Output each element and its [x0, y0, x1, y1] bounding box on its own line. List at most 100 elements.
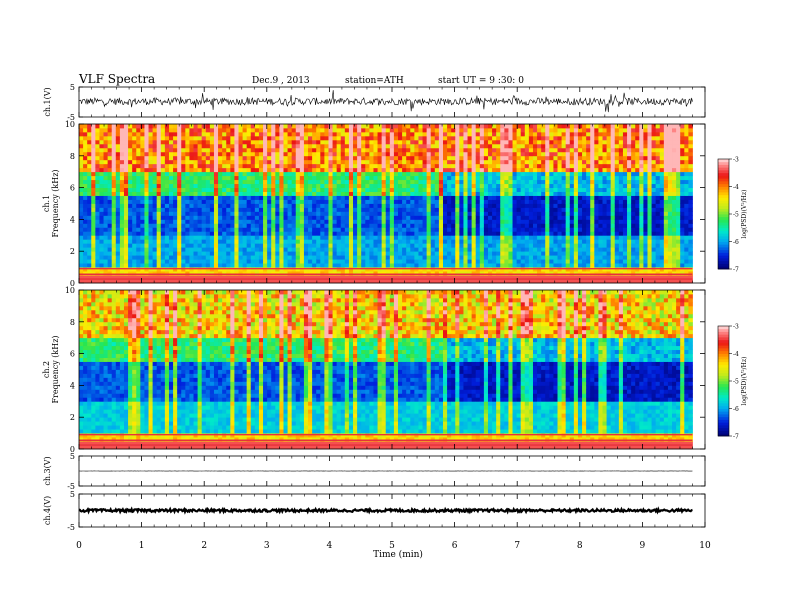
spectrogram-cell [434, 175, 440, 181]
spectrogram-cell [561, 131, 567, 137]
spectrogram-cell [222, 195, 227, 200]
spectrogram-cell [242, 271, 248, 276]
spectrogram-cell [508, 175, 513, 181]
spectrogram-cell [373, 251, 378, 256]
spectrogram-cell [557, 159, 562, 165]
spectrogram-cell [479, 167, 485, 173]
spectrogram-cell [500, 191, 505, 196]
spectrogram-cell [410, 179, 415, 185]
spectrogram-cell [156, 275, 162, 280]
spectrogram-cell [164, 187, 170, 192]
spectrogram-cell [483, 183, 489, 189]
spectrogram-cell [402, 271, 407, 276]
spectrogram-cell [308, 143, 313, 149]
spectrogram-cell [500, 167, 505, 173]
spectrogram-cell [537, 155, 542, 161]
spectrogram-cell [258, 183, 264, 189]
spectrogram-cell [275, 183, 280, 189]
spectrogram-cell [492, 175, 497, 181]
spectrogram-cell [287, 175, 293, 181]
spectrogram-cell [312, 135, 317, 141]
spectrogram-cell [136, 199, 141, 204]
spectrogram-cell [344, 223, 350, 228]
spectrogram-cell [173, 183, 178, 189]
spectrogram-cell [79, 139, 84, 145]
spectrogram-cell [230, 279, 235, 284]
spectrogram-cell [402, 151, 407, 157]
spectrogram-cell [385, 223, 391, 228]
spectrogram-cell [549, 131, 554, 137]
spectrogram-cell [471, 131, 477, 137]
spectrogram-cell [361, 263, 366, 268]
spectrogram-cell [414, 219, 419, 224]
spectrogram-cell [467, 124, 473, 129]
spectrogram-cell [291, 275, 297, 280]
spectrogram-cell [422, 143, 428, 149]
spectrogram-cell [119, 187, 125, 192]
spectrogram-cell [164, 227, 170, 232]
spectrogram-cell [320, 187, 325, 192]
spectrogram-cell [561, 163, 567, 169]
spectrogram-cell [467, 139, 473, 145]
spectrogram-cell [308, 259, 313, 264]
spectrogram-cell [95, 211, 100, 216]
spectrogram-cell [295, 215, 301, 220]
spectrogram-cell [328, 259, 333, 264]
spectrogram-cell [148, 187, 154, 192]
spectrogram-cell [504, 135, 509, 141]
spectrogram-cell [95, 247, 100, 252]
spectrogram-cell [99, 219, 104, 224]
spectrogram-cell [389, 131, 395, 137]
spectrogram-cell [398, 231, 403, 236]
spectrogram-cell [242, 243, 248, 248]
spectrogram-cell [389, 191, 395, 196]
spectrogram-cell [455, 179, 460, 185]
spectrogram-cell [524, 163, 530, 169]
spectrogram-cell [520, 131, 526, 137]
spectrogram-cell [271, 263, 276, 268]
spectrogram-cell [516, 187, 522, 192]
spectrogram-cell [553, 124, 558, 129]
spectrogram-cell [201, 159, 207, 165]
spectrogram-cell [201, 259, 207, 264]
spectrogram-cell [205, 147, 211, 153]
spectrogram-cell [549, 227, 554, 232]
spectrogram-cell [467, 255, 473, 260]
spectrogram-cell [549, 207, 554, 212]
spectrogram-cell [451, 147, 456, 153]
spectrogram-cell [496, 155, 501, 161]
spectrogram-cell [209, 163, 215, 169]
spectrogram-cell [426, 155, 432, 161]
spectrogram-cell [463, 147, 468, 153]
spectrogram-cell [357, 215, 362, 220]
spectrogram-cell [573, 187, 579, 192]
spectrogram-cell [365, 215, 370, 220]
spectrogram-cell [459, 239, 464, 244]
spectrogram-cell [344, 215, 350, 220]
spectrogram-cell [91, 247, 96, 252]
spectrogram-cell [136, 167, 141, 173]
spectrogram-cell [197, 143, 203, 149]
spectrogram-cell [242, 255, 248, 260]
spectrogram-cell [213, 175, 219, 181]
spectrogram-cell [303, 131, 309, 137]
spectrogram-cell [123, 219, 129, 224]
spectrogram-cell [303, 143, 309, 149]
spectrogram-cell [156, 239, 162, 244]
spectrogram-cell [434, 251, 440, 256]
spectrogram-cell [557, 179, 562, 185]
spectrogram-cell [406, 159, 411, 165]
spectrogram-cell [467, 191, 473, 196]
spectrogram-cell [258, 251, 264, 256]
spectrogram-cell [332, 239, 338, 244]
spectrogram-cell [209, 147, 215, 153]
spectrogram-cell [369, 147, 374, 153]
spectrogram-cell [565, 275, 571, 280]
spectrogram-cell [136, 159, 141, 165]
spectrogram-cell [553, 239, 558, 244]
spectrogram-cell [459, 163, 464, 169]
spectrogram-cell [492, 275, 497, 280]
spectrogram-cell [144, 271, 149, 276]
spectrogram-cell [205, 124, 211, 129]
spectrogram-cell [537, 139, 542, 145]
